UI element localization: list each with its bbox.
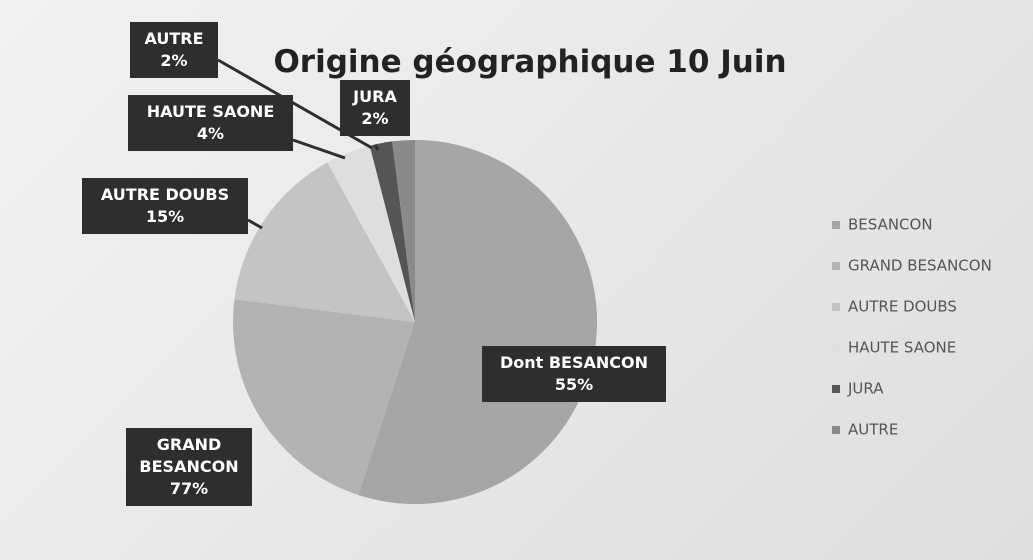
legend-swatch (832, 385, 840, 393)
label-name: AUTRE (144, 29, 204, 48)
pie-slice (369, 141, 415, 322)
label-value: 2% (160, 51, 188, 70)
legend-swatch (832, 344, 840, 352)
legend-swatch (832, 221, 840, 229)
data-label: AUTRE DOUBS 15% (82, 178, 248, 234)
data-label: HAUTE SAONE 4% (128, 95, 293, 151)
pie-slice (234, 162, 415, 322)
label-name: AUTRE DOUBS (100, 185, 230, 204)
label-value: 55% (554, 375, 594, 394)
legend-swatch (832, 303, 840, 311)
legend-swatch (832, 426, 840, 434)
pie-slice (392, 140, 415, 322)
data-label: JURA 2% (340, 80, 410, 136)
pie-slice (327, 145, 415, 322)
leader-line (292, 138, 346, 160)
legend-label: JURA (847, 380, 884, 398)
label-name: GRAND BESANCON (139, 435, 239, 476)
leader-line (247, 218, 263, 230)
legend-label: HAUTE SAONE (848, 339, 956, 357)
label-name: Dont BESANCON (499, 353, 649, 372)
legend-label: BESANCON (848, 216, 933, 234)
label-value: 2% (361, 109, 389, 128)
pie-slice (358, 140, 598, 505)
data-label: AUTRE 2% (130, 22, 218, 78)
data-label: Dont BESANCON 55% (482, 346, 666, 402)
data-label: GRAND BESANCON 77% (126, 428, 252, 506)
label-name: HAUTE SAONE (146, 102, 275, 121)
legend-label: AUTRE (848, 421, 898, 439)
label-value: 77% (169, 479, 209, 498)
label-name: JURA (353, 87, 397, 106)
legend-label: AUTRE DOUBS (848, 298, 957, 316)
label-value: 15% (145, 207, 185, 226)
legend-swatch (832, 262, 840, 270)
label-value: 4% (196, 124, 225, 143)
leader-line (373, 144, 380, 151)
chart-title: Origine géographique 10 Juin (273, 44, 786, 80)
legend-label: GRAND BESANCON (848, 257, 992, 275)
